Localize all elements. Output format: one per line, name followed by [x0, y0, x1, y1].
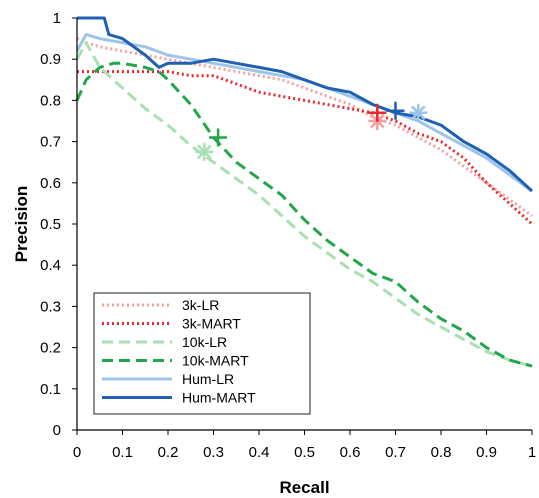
legend-label-10k-LR: 10k-LR	[182, 334, 227, 350]
y-tick-label: 0.3	[40, 298, 61, 315]
legend-label-Hum-MART: Hum-MART	[182, 390, 256, 406]
x-tick-label: 0.7	[385, 444, 406, 461]
y-tick-label: 0.8	[40, 92, 61, 109]
legend-label-3k-MART: 3k-MART	[182, 316, 241, 332]
series-line-Hum-MART	[77, 16, 534, 193]
series-line-10k-MART	[75, 61, 533, 368]
y-tick-label: 0.9	[40, 51, 61, 68]
marker-10k-LR	[195, 142, 214, 161]
x-tick-label: 0.5	[294, 444, 315, 461]
x-tick-label: 0.4	[249, 444, 270, 461]
marker-Hum-MART	[386, 101, 405, 120]
x-tick-label: 0.3	[203, 444, 224, 461]
marker-Hum-LR	[409, 103, 428, 122]
y-tick-label: 0.4	[40, 257, 61, 274]
y-tick-label: 0	[53, 422, 61, 439]
legend-label-3k-LR: 3k-LR	[182, 297, 219, 313]
legend-label-10k-MART: 10k-MART	[182, 353, 249, 369]
x-tick-label: 0.2	[158, 444, 179, 461]
marker-10k-MART	[209, 128, 228, 147]
series-line-3k-LR	[76, 37, 533, 218]
x-axis-title: Recall	[279, 478, 329, 497]
series-line-10k-LR	[75, 41, 533, 368]
y-tick-label: 0.2	[40, 340, 61, 357]
x-tick-label: 0.1	[112, 444, 133, 461]
y-axis-title: Precision	[12, 186, 31, 263]
x-tick-label: 0.9	[476, 444, 497, 461]
axes: 0 0.1 0.2 0.3 0.4 0.5 0.6 0.7 0.8 0.9 1 0 0.1 0.2 0.3 0…	[40, 10, 536, 461]
x-tick-label: 1	[528, 444, 536, 461]
x-tick-label: 0.6	[340, 444, 361, 461]
y-tick-label: 1	[53, 10, 61, 27]
series-line-Hum-LR	[75, 33, 533, 193]
legend: 3k-LR 3k-MART 10k-LR 10k-MART Hum-LR Hum-MART	[93, 292, 311, 415]
x-tick-label: 0	[73, 444, 81, 461]
series-line-3k-MART	[77, 70, 534, 226]
legend-label-Hum-LR: Hum-LR	[182, 371, 234, 387]
legend-box	[93, 292, 311, 415]
plot-area	[75, 16, 534, 368]
y-tick-label: 0.1	[40, 381, 61, 398]
x-tick-label: 0.8	[431, 444, 452, 461]
y-tick-label: 0.5	[40, 216, 61, 233]
marker-3k-MART	[368, 103, 387, 122]
y-tick-label: 0.7	[40, 134, 61, 151]
y-tick-label: 0.6	[40, 175, 61, 192]
